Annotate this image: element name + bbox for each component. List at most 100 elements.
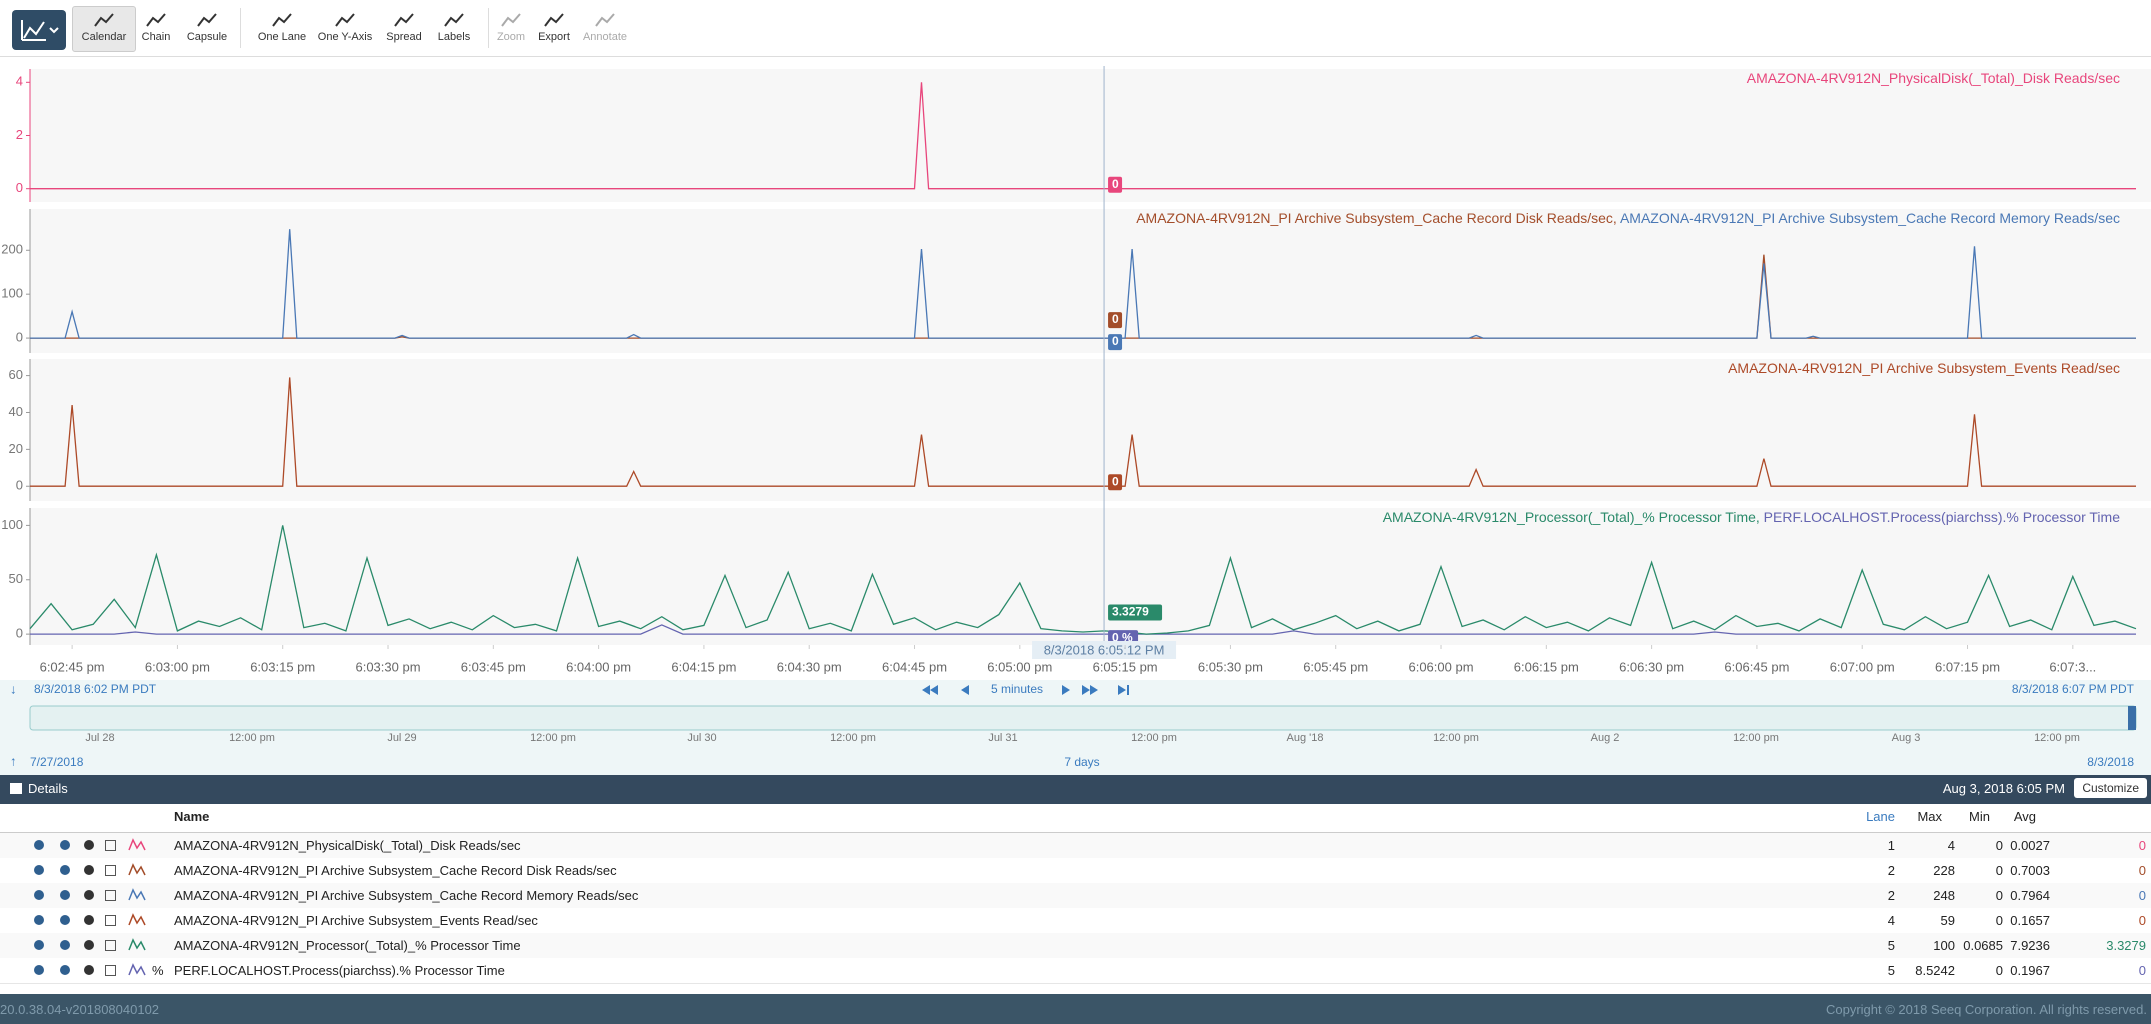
y-tick-label: 50 bbox=[9, 571, 23, 586]
customize-button[interactable]: Customize bbox=[2074, 778, 2147, 798]
icon-shape bbox=[129, 940, 145, 950]
row-action[interactable] bbox=[34, 840, 44, 850]
x-tick-label: 6:03:30 pm bbox=[355, 659, 420, 674]
lane-title: AMAZONA-4RV912N_Processor(_Total)_% Proc… bbox=[1383, 509, 2121, 525]
button-label: Chain bbox=[142, 31, 171, 43]
row-lane: 1 bbox=[1888, 838, 1895, 853]
row-action[interactable] bbox=[84, 915, 94, 925]
row-checkbox[interactable] bbox=[105, 915, 116, 926]
x-tick-label: 6:02:45 pm bbox=[40, 659, 105, 674]
toolbar-button[interactable]: One Lane bbox=[250, 6, 314, 52]
row-action[interactable] bbox=[34, 965, 44, 975]
row-action[interactable] bbox=[34, 940, 44, 950]
button-icon bbox=[271, 11, 293, 29]
row-avg: 0.7964 bbox=[2010, 888, 2050, 903]
signal-icon bbox=[128, 913, 146, 927]
range-end: 8/3/2018 6:07 PM PDT bbox=[2012, 682, 2135, 696]
range-start-arrow: ↓ bbox=[10, 681, 17, 696]
button-label: Labels bbox=[438, 31, 470, 43]
range-start: 8/3/2018 6:02 PM PDT bbox=[34, 682, 157, 696]
lane-title: AMAZONA-4RV912N_PI Archive Subsystem_Eve… bbox=[1728, 360, 2120, 376]
x-tick-label: 6:07:00 pm bbox=[1830, 659, 1895, 674]
cursor-value: 3.3279 bbox=[1108, 605, 1162, 621]
toolbar-button[interactable]: Labels bbox=[422, 6, 486, 52]
row-action[interactable] bbox=[34, 865, 44, 875]
x-tick-label: 6:07:3... bbox=[2049, 659, 2096, 674]
row-name: AMAZONA-4RV912N_PhysicalDisk(_Total)_Dis… bbox=[174, 838, 521, 853]
row-checkbox[interactable] bbox=[105, 840, 116, 851]
cursor-value: 0 bbox=[1108, 474, 1122, 490]
footer: 20.0.38.04-v201808040102Copyright © 2018… bbox=[0, 994, 2151, 1024]
column-max[interactable]: Max bbox=[1917, 809, 1942, 824]
icon-shape bbox=[395, 14, 413, 26]
y-tick-label: 0 bbox=[16, 330, 23, 345]
row-lane: 5 bbox=[1888, 938, 1895, 953]
navigator-label: Aug 3 bbox=[1892, 732, 1921, 744]
navigator-start: 7/27/2018 bbox=[30, 755, 84, 769]
trend-chart: 024AMAZONA-4RV912N_PhysicalDisk(_Total)_… bbox=[0, 0, 2151, 775]
row-action[interactable] bbox=[60, 865, 70, 875]
navigator-label: 12:00 pm bbox=[530, 732, 576, 744]
row-name: PERF.LOCALHOST.Process(piarchss).% Proce… bbox=[174, 963, 505, 978]
row-action[interactable] bbox=[84, 890, 94, 900]
icon-shape bbox=[445, 14, 463, 26]
button-label: Zoom bbox=[497, 31, 525, 43]
row-max: 100 bbox=[1933, 938, 1955, 953]
row-action[interactable] bbox=[60, 890, 70, 900]
details-row: % PERF.LOCALHOST.Process(piarchss).% Proc… bbox=[0, 958, 2151, 984]
row-avg: 7.9236 bbox=[2010, 938, 2050, 953]
column-lane[interactable]: Lane bbox=[1866, 809, 1895, 824]
icon-shape bbox=[129, 915, 145, 925]
row-min: 0 bbox=[1996, 838, 2003, 853]
column-min[interactable]: Min bbox=[1969, 809, 1990, 824]
row-checkbox[interactable] bbox=[105, 940, 116, 951]
cursor-value: 0 bbox=[1108, 177, 1122, 193]
button-label: Spread bbox=[386, 31, 421, 43]
title-separator: , bbox=[1756, 509, 1764, 525]
button-icon bbox=[594, 11, 616, 29]
y-tick-label: 20 bbox=[9, 441, 23, 456]
row-lane: 5 bbox=[1888, 963, 1895, 978]
button-label: Annotate bbox=[583, 31, 627, 43]
series-name: AMAZONA-4RV912N_PI Archive Subsystem_Cac… bbox=[1136, 210, 1613, 226]
lane-title: AMAZONA-4RV912N_PI Archive Subsystem_Cac… bbox=[1136, 210, 2120, 226]
details-header: DetailsAug 3, 2018 6:05 PMCustomize bbox=[0, 775, 2151, 804]
row-action[interactable] bbox=[34, 915, 44, 925]
row-action[interactable] bbox=[60, 915, 70, 925]
navigator-handle[interactable] bbox=[2128, 706, 2136, 730]
version: 20.0.38.04-v201808040102 bbox=[0, 1002, 159, 1017]
row-action[interactable] bbox=[60, 965, 70, 975]
row-lane: 2 bbox=[1888, 863, 1895, 878]
column-avg[interactable]: Avg bbox=[2014, 809, 2036, 824]
row-action[interactable] bbox=[84, 865, 94, 875]
row-action[interactable] bbox=[60, 940, 70, 950]
series-name: AMAZONA-4RV912N_PhysicalDisk(_Total)_Dis… bbox=[1747, 70, 2120, 86]
signal-icon bbox=[128, 838, 146, 852]
column-name[interactable]: Name bbox=[174, 809, 209, 824]
y-tick-label: 0 bbox=[16, 180, 23, 195]
row-name: AMAZONA-4RV912N_PI Archive Subsystem_Cac… bbox=[174, 863, 617, 878]
details-row: AMAZONA-4RV912N_PI Archive Subsystem_Cac… bbox=[0, 883, 2151, 909]
row-action[interactable] bbox=[84, 940, 94, 950]
row-action[interactable] bbox=[84, 840, 94, 850]
row-checkbox[interactable] bbox=[105, 890, 116, 901]
row-min: 0 bbox=[1996, 888, 2003, 903]
navigator-label: Jul 29 bbox=[387, 732, 416, 744]
button-label: One Y-Axis bbox=[318, 31, 372, 43]
navigator-label: 12:00 pm bbox=[229, 732, 275, 744]
row-checkbox[interactable] bbox=[105, 865, 116, 876]
details-row: AMAZONA-4RV912N_PhysicalDisk(_Total)_Dis… bbox=[0, 833, 2151, 859]
row-max: 8.5242 bbox=[1915, 963, 1955, 978]
signal-icon bbox=[128, 863, 146, 877]
row-action[interactable] bbox=[34, 890, 44, 900]
toolbar-button[interactable]: Capsule bbox=[175, 6, 239, 52]
row-unit: % bbox=[152, 963, 164, 978]
lane-background bbox=[30, 359, 2151, 501]
toolbar-button[interactable]: One Y-Axis bbox=[313, 6, 377, 52]
row-action[interactable] bbox=[60, 840, 70, 850]
row-action[interactable] bbox=[84, 965, 94, 975]
row-checkbox[interactable] bbox=[105, 965, 116, 976]
button-icon bbox=[500, 11, 522, 29]
chart-type-button[interactable] bbox=[12, 10, 66, 50]
x-tick-label: 6:04:30 pm bbox=[777, 659, 842, 674]
